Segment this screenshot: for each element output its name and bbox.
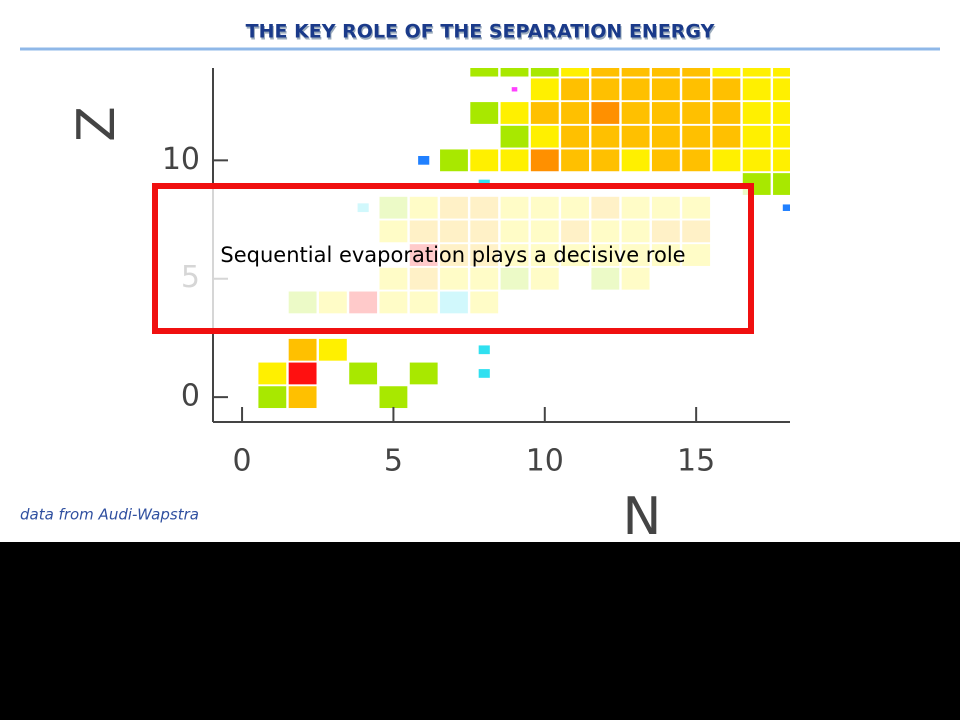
footnote: data from Audi-Wapstra <box>20 506 199 524</box>
nuclide-cell <box>591 78 620 101</box>
nuclide-cell <box>500 125 529 148</box>
callout-box <box>152 183 754 334</box>
nuclide-cell <box>500 102 529 124</box>
nuclide-cell <box>621 68 650 77</box>
nuclide-cell <box>651 102 680 124</box>
nuclide-cell <box>682 149 711 172</box>
callout-text: Sequential evaporation plays a decisive … <box>220 243 685 267</box>
nuclide-cell <box>621 102 650 124</box>
nuclide-cell <box>591 149 620 172</box>
nuclide-cell <box>318 338 347 361</box>
nuclide-cell <box>478 345 490 355</box>
nuclide-cell <box>712 78 741 101</box>
nuclide-cell <box>773 78 790 101</box>
y-tick-label: 10 <box>162 142 200 177</box>
nuclide-cell <box>621 78 650 101</box>
nuclide-cell <box>712 102 741 124</box>
nuclide-cell <box>591 102 620 124</box>
nuclide-cell <box>742 68 771 77</box>
nuclide-cell <box>651 78 680 101</box>
nuclide-cell <box>561 78 589 101</box>
x-tick-label: 15 <box>677 444 715 479</box>
title-shadow: THE KEY ROLE OF THE SEPARATION ENERGY <box>247 23 716 45</box>
nuclide-cell <box>621 149 650 172</box>
nuclide-cell <box>470 68 499 77</box>
nuclide-cell <box>561 68 589 77</box>
nuclide-cell <box>591 68 620 77</box>
x-tick-label: 10 <box>526 444 564 479</box>
nuclide-cell <box>470 102 499 124</box>
y-tick-label: 0 <box>181 379 200 414</box>
nuclide-cell <box>379 386 408 409</box>
nuclide-cell <box>561 102 589 124</box>
nuclide-cell <box>470 149 499 172</box>
x-axis-label: N <box>623 487 662 547</box>
nuclide-cell <box>742 102 771 124</box>
nuclide-cell <box>561 125 589 148</box>
nuclide-cell <box>530 125 559 148</box>
nuclide-cell <box>440 149 468 172</box>
nuclide-cell <box>773 149 790 172</box>
nuclide-cell <box>500 68 529 77</box>
nuclide-cell <box>530 68 559 77</box>
y-axis-label: Z <box>67 106 127 142</box>
nuclide-cell <box>288 362 317 385</box>
nuclide-cell <box>478 369 490 378</box>
slide-title: THE KEY ROLE OF THE SEPARATION ENERGY <box>246 21 715 43</box>
nuclide-cell <box>773 102 790 124</box>
x-tick-label: 0 <box>233 444 252 479</box>
nuclide-cell <box>773 173 790 195</box>
nuclide-cell <box>288 386 317 409</box>
nuclide-cell <box>561 149 589 172</box>
nuclide-cell <box>682 68 711 77</box>
nuclide-cell <box>530 149 559 172</box>
nuclide-cell <box>712 149 741 172</box>
black-band <box>0 542 960 720</box>
nuclide-cell <box>409 362 438 385</box>
nuclide-cell <box>258 362 287 385</box>
nuclide-cell <box>782 204 790 211</box>
nuclide-cell <box>773 68 790 77</box>
x-tick-label: 5 <box>384 444 403 479</box>
nuclide-cell <box>712 125 741 148</box>
nuclide-cell <box>651 125 680 148</box>
nuclide-cell <box>742 125 771 148</box>
nuclide-cell <box>742 78 771 101</box>
nuclide-cell <box>288 338 317 361</box>
nuclide-cell <box>651 68 680 77</box>
nuclide-cell <box>530 102 559 124</box>
nuclide-cell <box>712 68 741 77</box>
nuclide-cell <box>682 78 711 101</box>
nuclide-cell <box>742 149 771 172</box>
nuclide-cell <box>258 386 287 409</box>
nuclide-cell <box>500 149 529 172</box>
nuclide-cell <box>651 149 680 172</box>
nuclide-cell <box>682 125 711 148</box>
nuclide-cell <box>511 87 518 92</box>
nuclide-cell <box>773 125 790 148</box>
nuclide-cell <box>591 125 620 148</box>
nuclide-cell <box>621 125 650 148</box>
nuclide-cell <box>418 155 430 165</box>
nuclide-cell <box>530 78 559 101</box>
nuclide-cell <box>349 362 378 385</box>
nuclide-cell <box>682 102 711 124</box>
